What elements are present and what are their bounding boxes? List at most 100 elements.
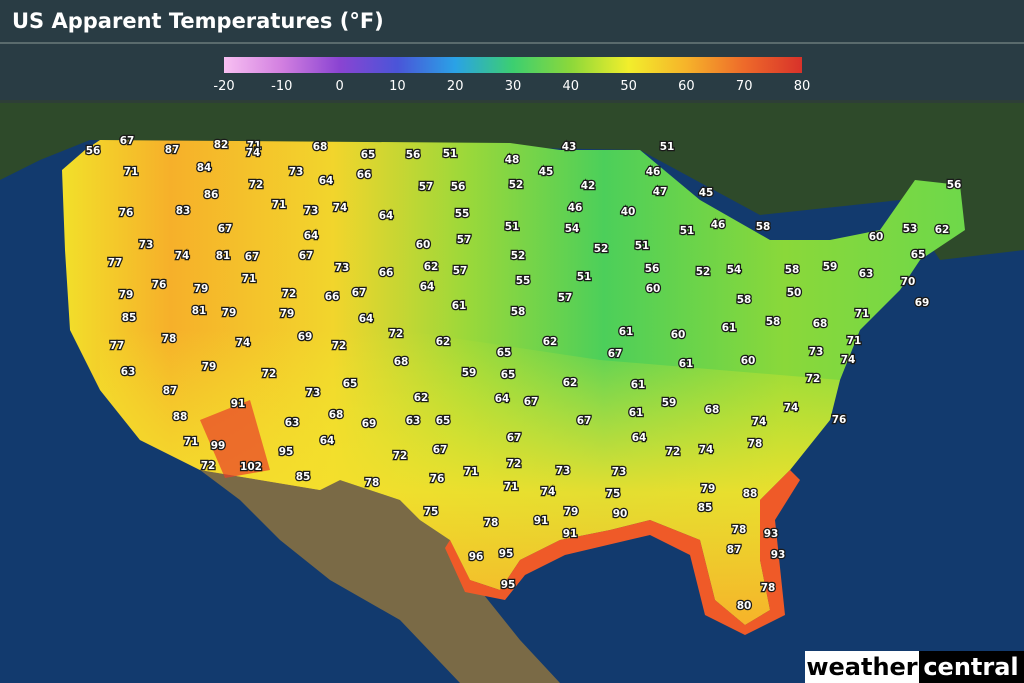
temperature-label: 75 [606, 488, 621, 500]
temperature-label: 55 [455, 208, 470, 220]
temperature-label: 78 [162, 333, 177, 345]
temperature-label: 71 [247, 140, 262, 152]
temperature-label: 67 [120, 135, 135, 147]
temperature-label: 51 [635, 240, 650, 252]
colorbar-tick-label: 40 [563, 79, 580, 94]
colorbar-tick-label: 80 [794, 79, 811, 94]
temperature-label: 69 [915, 297, 930, 309]
temperature-label: 60 [869, 231, 884, 243]
temperature-label: 85 [122, 312, 137, 324]
temperature-label: 54 [727, 264, 742, 276]
temperature-label: 56 [451, 181, 466, 193]
temperature-label: 61 [722, 322, 737, 334]
temperature-label: 72 [389, 328, 404, 340]
temperature-label: 61 [631, 379, 646, 391]
temperature-label: 74 [175, 250, 190, 262]
title: US Apparent Temperatures (°F) [12, 9, 384, 33]
temperature-label: 78 [732, 524, 747, 536]
temperature-label: 72 [806, 373, 821, 385]
temperature-label: 59 [462, 367, 477, 379]
temperature-label: 56 [86, 145, 101, 157]
temperature-label: 67 [245, 251, 260, 263]
temperature-label: 86 [204, 189, 219, 201]
temperature-label: 84 [197, 162, 212, 174]
temperature-label: 45 [539, 166, 554, 178]
temperature-label: 59 [662, 397, 677, 409]
colorbar-bar [224, 57, 802, 73]
temperature-label: 71 [242, 273, 257, 285]
temperature-label: 76 [152, 279, 167, 291]
temperature-label: 66 [379, 267, 394, 279]
temperature-label: 59 [823, 261, 838, 273]
temperature-label: 69 [298, 331, 313, 343]
desert-heat [200, 400, 270, 478]
temperature-label: 65 [361, 149, 376, 161]
temperature-label: 71 [847, 335, 862, 347]
temperature-label: 51 [505, 221, 520, 233]
temperature-label: 57 [419, 181, 434, 193]
temperature-label: 72 [282, 288, 297, 300]
temperature-label: 46 [646, 166, 661, 178]
temperature-label: 74 [841, 354, 856, 366]
temperature-label: 61 [452, 300, 467, 312]
logo-left-box [805, 651, 919, 683]
temperature-label: 45 [699, 187, 714, 199]
temperature-label: 74 [784, 402, 799, 414]
temperature-label: 102 [240, 461, 262, 473]
temperature-label: 83 [176, 205, 191, 217]
temperature-label: 62 [424, 261, 439, 273]
temperature-label: 73 [335, 262, 350, 274]
temperature-label: 58 [766, 316, 781, 328]
temperature-label: 63 [121, 366, 136, 378]
temperature-label: 58 [785, 264, 800, 276]
colorbar-tick-label: -10 [271, 79, 292, 94]
temperature-label: 76 [430, 473, 445, 485]
temperature-label: 91 [534, 515, 549, 527]
temperature-label: 54 [565, 223, 580, 235]
temperature-label: 71 [124, 166, 139, 178]
temperature-label: 74 [246, 147, 261, 159]
temperature-label: 91 [231, 398, 246, 410]
temperature-label: 71 [464, 466, 479, 478]
temperature-label: 61 [619, 326, 634, 338]
temperature-label: 79 [119, 289, 134, 301]
temperature-label: 95 [501, 579, 516, 591]
temperature-label: 57 [457, 234, 472, 246]
temperature-label: 72 [249, 179, 264, 191]
temperature-label: 95 [279, 446, 294, 458]
temperature-label: 79 [194, 283, 209, 295]
temperature-label: 72 [507, 458, 522, 470]
temperature-label: 74 [541, 486, 556, 498]
temperature-label: 62 [436, 336, 451, 348]
temperature-label: 95 [499, 548, 514, 560]
temperature-label: 76 [119, 207, 134, 219]
canada [0, 100, 1024, 260]
temperature-label: 51 [660, 141, 675, 153]
temperature-label: 79 [701, 483, 716, 495]
temperature-label: 60 [416, 239, 431, 251]
temperature-label: 71 [855, 308, 870, 320]
temperature-label: 48 [505, 154, 520, 166]
temperature-label: 77 [110, 340, 125, 352]
temperature-label: 72 [201, 460, 216, 472]
temperature-label: 81 [192, 305, 207, 317]
temperature-label: 57 [558, 292, 573, 304]
temperature-label: 55 [516, 275, 531, 287]
temperature-label: 87 [165, 144, 180, 156]
temperature-label: 88 [173, 411, 188, 423]
temperature-label: 88 [743, 488, 758, 500]
temperature-label: 64 [379, 210, 394, 222]
temperature-label: 67 [352, 287, 367, 299]
temperature-label: 73 [289, 166, 304, 178]
temperature-label: 60 [646, 283, 661, 295]
temperature-label: 61 [629, 407, 644, 419]
temperature-label: 50 [787, 287, 802, 299]
temperature-label: 46 [568, 202, 583, 214]
temperature-label: 67 [524, 396, 539, 408]
temperature-label: 65 [436, 415, 451, 427]
temperature-label: 58 [756, 221, 771, 233]
mexico [200, 470, 560, 683]
colorbar-tick-label: 50 [620, 79, 637, 94]
temperature-label: 68 [813, 318, 828, 330]
